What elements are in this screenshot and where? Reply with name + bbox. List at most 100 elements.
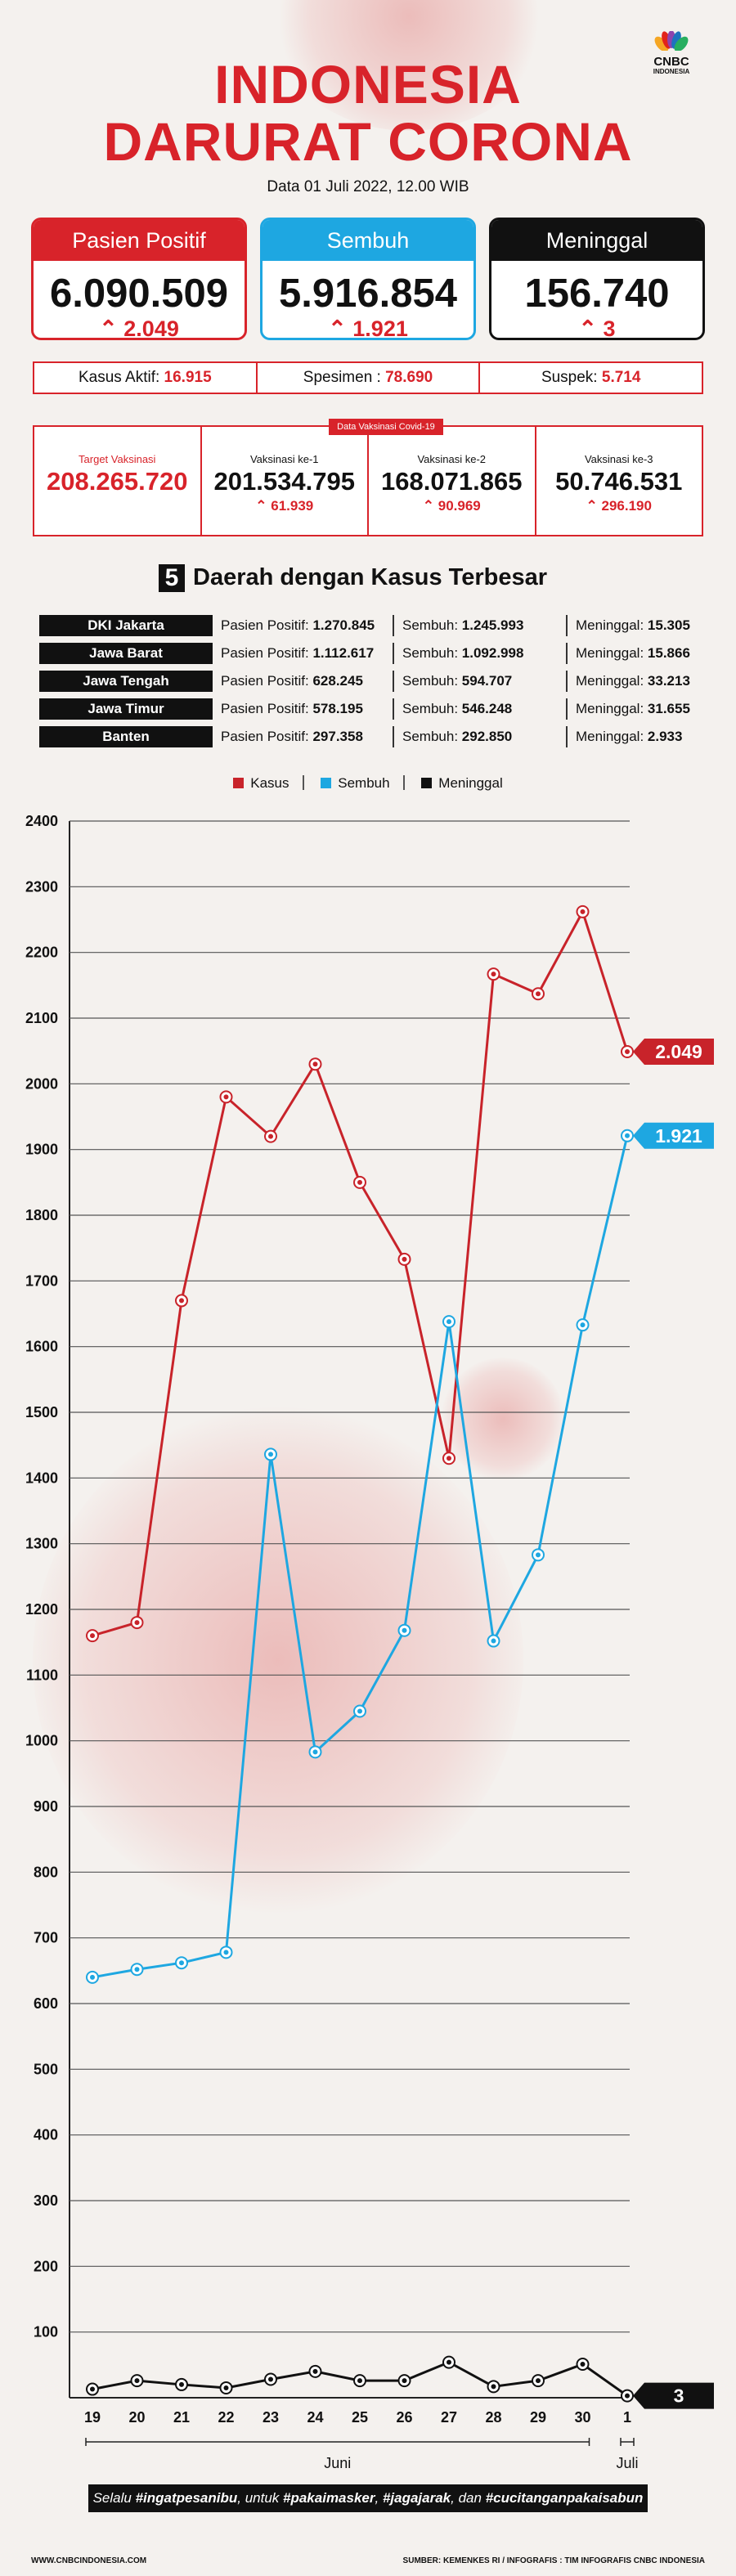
data-point-core (357, 2378, 362, 2384)
data-point-core (90, 2386, 95, 2392)
data-point-core (447, 2359, 451, 2365)
dose-value: 168.071.865 (381, 467, 523, 496)
data-point-core (134, 1620, 140, 1626)
summary-spesimen: Spesimen : 78.690 (258, 363, 481, 393)
summary-suspek: Suspek: 5.714 (541, 369, 641, 386)
x-tick-label: 1 (623, 2409, 631, 2426)
y-tick-label: 900 (34, 1798, 58, 1815)
data-point-core (223, 1094, 229, 1100)
vaccination-target: Target Vaksinasi 208.265.720 (34, 427, 202, 535)
y-tick-label: 800 (34, 1864, 58, 1880)
data-point-core (625, 1048, 630, 1054)
data-point-core (268, 1133, 273, 1139)
data-point-core (402, 1256, 407, 1262)
y-tick-label: 1800 (25, 1207, 58, 1223)
y-tick-label: 2200 (25, 945, 58, 961)
x-tick-label: 21 (173, 2409, 190, 2426)
y-tick-label: 1400 (25, 1470, 58, 1486)
y-tick-label: 1600 (25, 1339, 58, 1355)
region-positif: Pasien Positif: 578.195 (221, 698, 394, 720)
data-point-core (625, 2393, 630, 2399)
region-positif: Pasien Positif: 628.245 (221, 671, 394, 692)
end-label-badge (633, 1038, 714, 1065)
region-meninggal: Meninggal: 31.655 (576, 701, 690, 716)
data-point-core (491, 2384, 496, 2390)
virus-background-large (33, 1407, 523, 1914)
y-tick-label: 1700 (25, 1272, 58, 1289)
y-tick-label: 500 (34, 2061, 58, 2077)
double-chevron-up-icon: ⌃ (422, 498, 434, 514)
data-point-core (357, 1179, 362, 1185)
end-label-value: 2.049 (655, 1041, 702, 1062)
table-row: Jawa Timur Pasien Positif: 578.195 Sembu… (39, 698, 710, 726)
report-date: Data 01 Juli 2022, 12.00 WIB (267, 178, 469, 195)
dose-value: 201.534.795 (213, 467, 355, 496)
data-point-core (491, 1638, 496, 1644)
end-label-value: 1.921 (655, 1125, 702, 1147)
end-label-badge (633, 2382, 714, 2409)
double-chevron-up-icon: ⌃ (328, 316, 347, 340)
data-point-core (312, 1061, 318, 1067)
double-chevron-up-icon: ⌃ (255, 498, 267, 514)
cnbc-logo: CNBC INDONESIA (643, 31, 700, 75)
vaccination-dose-2: Vaksinasi ke-2 168.071.865 ⌃ 90.969 (369, 427, 536, 535)
data-point-core (223, 1950, 229, 1955)
data-point-core (447, 1319, 451, 1325)
regions-title: 5 Daerah dengan Kasus Terbesar (159, 564, 547, 593)
region-sembuh: Sembuh: 1.245.993 (394, 615, 568, 636)
y-tick-label: 700 (34, 1930, 58, 1946)
data-point-core (90, 1633, 95, 1639)
x-tick-label: 20 (128, 2409, 145, 2426)
region-name: Jawa Tengah (39, 671, 213, 692)
data-point-core (179, 1960, 184, 1966)
card-meninggal: Meninggal 156.740 ⌃ 3 (489, 218, 705, 340)
double-chevron-up-icon: ⌃ (99, 316, 118, 340)
end-label-value: 3 (674, 2385, 684, 2407)
data-point-core (357, 1708, 362, 1714)
title-line-1: INDONESIA (214, 54, 522, 114)
double-chevron-up-icon: ⌃ (586, 498, 598, 514)
x-tick-label: 26 (396, 2409, 412, 2426)
region-sembuh: Sembuh: 546.248 (394, 698, 568, 720)
regions-table: DKI Jakarta Pasien Positif: 1.270.845 Se… (39, 615, 710, 754)
y-tick-label: 1000 (25, 1733, 58, 1749)
y-tick-label: 1500 (25, 1404, 58, 1420)
vaccination-dose-1: Vaksinasi ke-1 201.534.795 ⌃ 61.939 (202, 427, 369, 535)
region-positif: Pasien Positif: 1.270.845 (221, 615, 394, 636)
region-meninggal: Meninggal: 33.213 (576, 673, 690, 689)
y-tick-label: 100 (34, 2324, 58, 2340)
data-point-core (536, 2378, 541, 2384)
logo-subtext: INDONESIA (653, 68, 690, 75)
target-label: Target Vaksinasi (79, 453, 156, 465)
dose-label: Vaksinasi ke-1 (249, 453, 319, 465)
title-line-2: DARURAT CORONA (103, 111, 633, 172)
table-row: Banten Pasien Positif: 297.358 Sembuh: 2… (39, 726, 710, 754)
region-name: Banten (39, 726, 213, 747)
region-meninggal: Meninggal: 2.933 (576, 729, 683, 744)
data-point-core (312, 2368, 318, 2374)
region-meninggal: Meninggal: 15.866 (576, 645, 690, 661)
data-point-core (402, 1627, 407, 1633)
data-point-core (625, 1133, 630, 1138)
data-point-core (312, 1749, 318, 1755)
data-point-core (580, 1322, 586, 1328)
summary-row: Kasus Aktif: 16.915 Spesimen : 78.690 Su… (33, 361, 703, 394)
legend-item-sembuh: Sembuh (321, 775, 390, 792)
region-name: Jawa Barat (39, 643, 213, 664)
table-row: Jawa Barat Pasien Positif: 1.112.617 Sem… (39, 643, 710, 671)
card-delta: ⌃ 3 (578, 316, 616, 340)
region-positif: Pasien Positif: 297.358 (221, 726, 394, 747)
data-point-core (134, 1967, 140, 1972)
card-value: 156.740 (524, 272, 670, 316)
target-value: 208.265.720 (47, 467, 188, 496)
card-label: Pasien Positif (34, 220, 245, 261)
end-label-badge (633, 1122, 714, 1149)
card-delta: ⌃ 1.921 (328, 316, 408, 340)
x-tick-label: 22 (218, 2409, 234, 2426)
table-row: Jawa Tengah Pasien Positif: 628.245 Semb… (39, 671, 710, 698)
y-tick-label: 600 (34, 1995, 58, 2012)
month-label: Juli (616, 2455, 638, 2471)
region-name: Jawa Timur (39, 698, 213, 720)
x-tick-label: 27 (441, 2409, 457, 2426)
